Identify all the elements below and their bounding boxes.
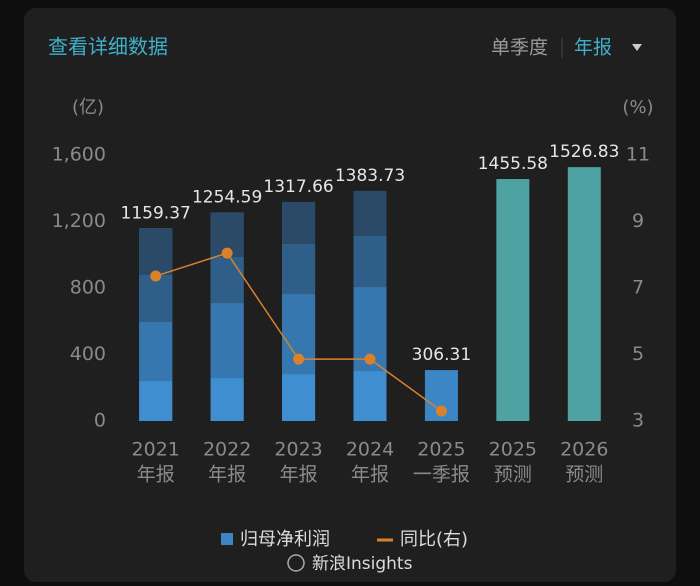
x-tick-label: 2026 [560, 439, 608, 461]
y-tick-label: 1,200 [52, 210, 106, 232]
bar-segment [210, 303, 244, 379]
legend-swatch [221, 533, 233, 545]
x-tick-label: 预测 [565, 464, 603, 486]
x-tick-label: 年报 [137, 464, 175, 486]
data-label: 306.31 [412, 345, 471, 365]
bar-segment [139, 381, 173, 421]
y-unit: (亿) [72, 97, 104, 118]
line-point [293, 353, 305, 365]
watermark: 新浪Insights [312, 554, 413, 574]
x-tick-label: 2021 [132, 439, 180, 461]
legend-label: 归母净利润 [240, 529, 330, 550]
y2-tick-label: 11 [626, 144, 650, 166]
bar-segment [139, 275, 173, 323]
data-label: 1254.59 [192, 187, 262, 207]
x-tick-label: 2024 [346, 439, 394, 461]
data-label: 1159.37 [121, 203, 191, 223]
x-tick-label: 年报 [351, 464, 389, 486]
bar-segment [210, 378, 244, 421]
bar-segment [282, 201, 316, 245]
data-label: 1526.83 [549, 142, 619, 162]
card [24, 8, 676, 582]
line-point [150, 270, 162, 282]
x-tick-label: 年报 [280, 464, 318, 486]
tab[interactable]: 单季度 [491, 37, 548, 59]
x-tick-label: 年报 [208, 464, 246, 486]
line-point [364, 353, 376, 365]
y2-tick-label: 7 [632, 277, 644, 299]
bar-segment [353, 190, 387, 237]
dropdown-icon[interactable] [632, 44, 642, 51]
y-tick-label: 1,600 [52, 144, 106, 166]
panel-title: 查看详细数据 [48, 35, 168, 59]
y2-tick-label: 3 [632, 410, 644, 432]
y-tick-label: 800 [70, 277, 106, 299]
data-label: 1317.66 [263, 177, 333, 197]
x-tick-label: 2025 [489, 439, 537, 461]
y2-tick-label: 9 [632, 210, 644, 232]
data-label: 1383.73 [335, 166, 405, 186]
x-tick-label: 2022 [203, 439, 251, 461]
x-tick-label: 一季报 [413, 464, 470, 486]
y2-unit: (%) [622, 97, 653, 118]
bar-segment [353, 236, 387, 288]
bar [496, 179, 530, 421]
bar-segment [282, 374, 316, 421]
data-label: 1455.58 [478, 154, 548, 174]
bar-segment [282, 244, 316, 295]
bar-segment [139, 322, 173, 382]
tab-active[interactable]: 年报 [574, 37, 612, 59]
x-tick-label: 预测 [494, 464, 532, 486]
bar [567, 167, 601, 421]
y2-tick-label: 5 [632, 343, 644, 365]
x-tick-label: 2023 [274, 439, 322, 461]
x-tick-label: 2025 [417, 439, 465, 461]
watermark-icon [287, 554, 305, 572]
bar-segment [210, 257, 244, 304]
line-point [221, 247, 233, 259]
y-tick-label: 0 [94, 410, 106, 432]
y-tick-label: 400 [70, 343, 106, 365]
legend-label: 同比(右) [400, 529, 468, 550]
bar-segment [139, 228, 173, 276]
bar-segment [353, 371, 387, 421]
line-point [435, 405, 447, 417]
